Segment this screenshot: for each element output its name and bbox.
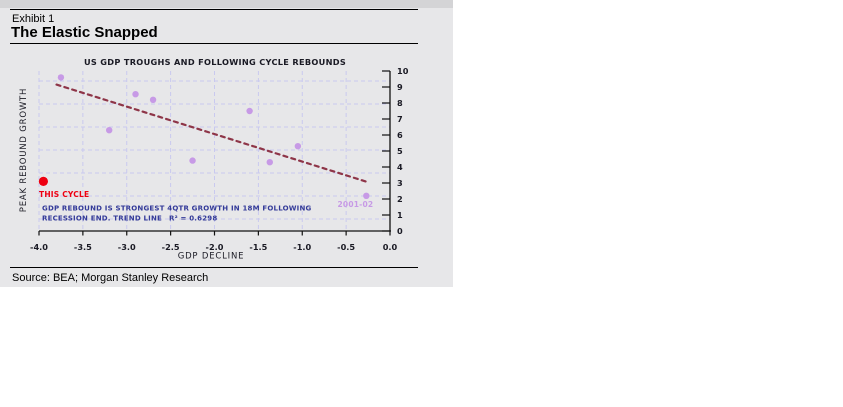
data-point-prior-cycles (294, 143, 302, 150)
y-tick-label: 5 (397, 146, 403, 156)
y-tick-label: 7 (397, 114, 403, 124)
data-point-prior-cycles (106, 127, 113, 134)
data-point-prior-cycles (363, 192, 370, 199)
scatter-chart: 0 1 2 3 4 5 6 7 8 9 10 -4.0 -3.5 -3.0 -2.5 -2.0 -1.5 -1.0… (19, 57, 409, 262)
x-tick-label: -1.0 (293, 242, 311, 252)
x-tick-label: -3.5 (74, 242, 92, 252)
x-tick-label: -3.0 (118, 242, 136, 252)
exhibit-label: Exhibit 1 (12, 13, 55, 25)
data-point-prior-cycles (57, 74, 65, 81)
point-label: THIS CYCLE (39, 190, 89, 199)
x-tick-label: -2.5 (162, 242, 180, 252)
source-rule (10, 267, 418, 268)
x-axis-title: GDP DECLINE (178, 252, 245, 262)
y-tick-label: 3 (397, 178, 403, 188)
y-tick-label: 8 (397, 98, 403, 108)
chart-title: US GDP TROUGHS AND FOLLOWING CYCLE REBOU… (84, 57, 346, 67)
trend-line (55, 83, 370, 184)
data-point-prior-cycles (266, 159, 273, 166)
y-axis-title: PEAK REBOUND GROWTH (19, 88, 29, 212)
y-tick-label: 4 (397, 162, 403, 172)
data-point-prior-cycles (132, 91, 139, 98)
data-point-prior-cycles (149, 96, 157, 104)
data-point-prior-cycles (189, 157, 196, 164)
y-tick-label: 6 (397, 130, 403, 140)
note-r-squared: R² = 0.6298 (169, 215, 217, 223)
x-tick-label: 0.0 (383, 242, 398, 252)
panel-top-strip (0, 0, 453, 8)
page-title: The Elastic Snapped (11, 24, 158, 41)
x-tick-label: -2.0 (206, 242, 224, 252)
y-tick-label: 0 (397, 226, 403, 236)
x-tick-label: -4.0 (30, 242, 48, 252)
title-rule (10, 43, 418, 44)
note-line-2: RECESSION END. TREND LINE (42, 215, 162, 223)
y-tick-label: 2 (397, 194, 403, 204)
note-line-1: GDP REBOUND IS STRONGEST 4QTR GROWTH IN … (42, 205, 312, 213)
y-tick-label: 9 (397, 82, 403, 92)
x-tick-label: -0.5 (337, 242, 355, 252)
point-label: 2001-02 (337, 200, 373, 209)
y-tick-label: 1 (397, 210, 403, 220)
top-rule (10, 9, 418, 10)
data-point-prior-cycles (246, 107, 253, 115)
exhibit-panel: Exhibit 1 The Elastic Snapped 0 1 2 3 4 5 6 7 8 9… (0, 0, 453, 287)
source-text: Source: BEA; Morgan Stanley Research (12, 272, 209, 284)
data-point-this-cycle (38, 176, 48, 186)
y-tick-label: 10 (397, 66, 409, 76)
x-tick-label: -1.5 (249, 242, 267, 252)
